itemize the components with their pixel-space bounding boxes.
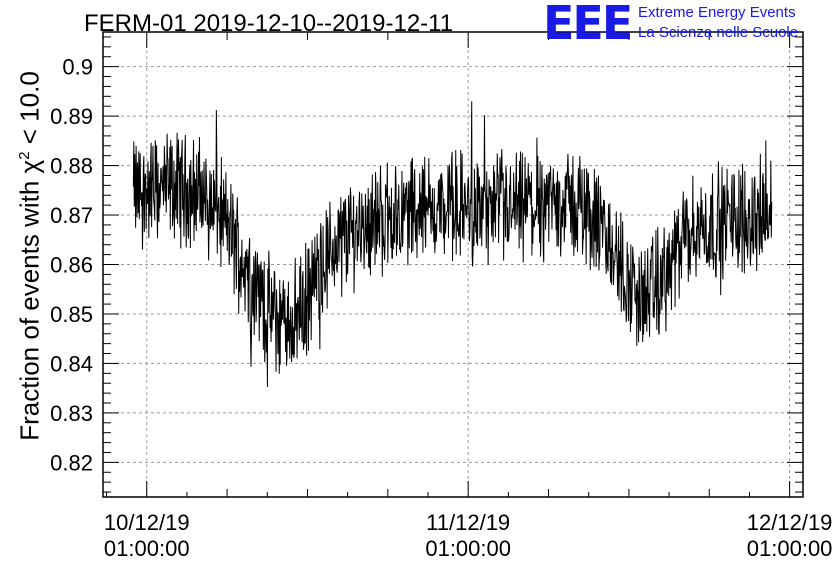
series-line-fraction	[132, 101, 773, 388]
y-tick-label: 0.87	[50, 203, 93, 228]
logo-tagline-2: La Scienza nelle Scuole	[638, 24, 799, 41]
y-axis-label-superscript: 2	[15, 151, 33, 160]
x-tick-label-date: 12/12/19	[747, 510, 833, 535]
x-tick-label-time: 01:00:00	[425, 536, 511, 561]
y-tick-label: 0.89	[50, 104, 93, 129]
x-tick-labels: 10/12/1901:00:0011/12/1901:00:0012/12/19…	[104, 510, 832, 561]
x-tick-label-time: 01:00:00	[747, 536, 833, 561]
eee-logo: EEE	[543, 0, 633, 50]
y-tick-labels: 0.82 0.83 0.84 0.85 0.86 0.87 0.88 0.89 0.9	[50, 55, 93, 476]
y-axis-label: Fraction of events with χ2 < 10.0	[15, 71, 46, 441]
axes	[102, 31, 804, 498]
y-tick-label: 0.85	[50, 302, 93, 327]
y-tick-label: 0.83	[50, 401, 93, 426]
y-tick-label: 0.86	[50, 253, 93, 278]
y-tick-label: 0.88	[50, 154, 93, 179]
y-tick-label: 0.84	[50, 351, 93, 376]
y-axis-label-prefix: Fraction of events with χ	[14, 159, 45, 441]
x-tick-label-date: 10/12/19	[104, 510, 190, 535]
plot-frame	[102, 31, 804, 498]
grid-lines	[103, 32, 803, 497]
x-tick-label-date: 11/12/19	[426, 510, 510, 535]
x-tick-label-time: 01:00:00	[104, 536, 190, 561]
chart-title: FERM-01 2019-12-10--2019-12-11	[84, 10, 454, 37]
y-tick-label: 0.82	[50, 450, 93, 475]
y-axis-label-suffix: < 10.0	[14, 71, 45, 152]
logo-tagline-1: Extreme Energy Events	[638, 4, 796, 21]
y-tick-label: 0.9	[62, 55, 93, 80]
